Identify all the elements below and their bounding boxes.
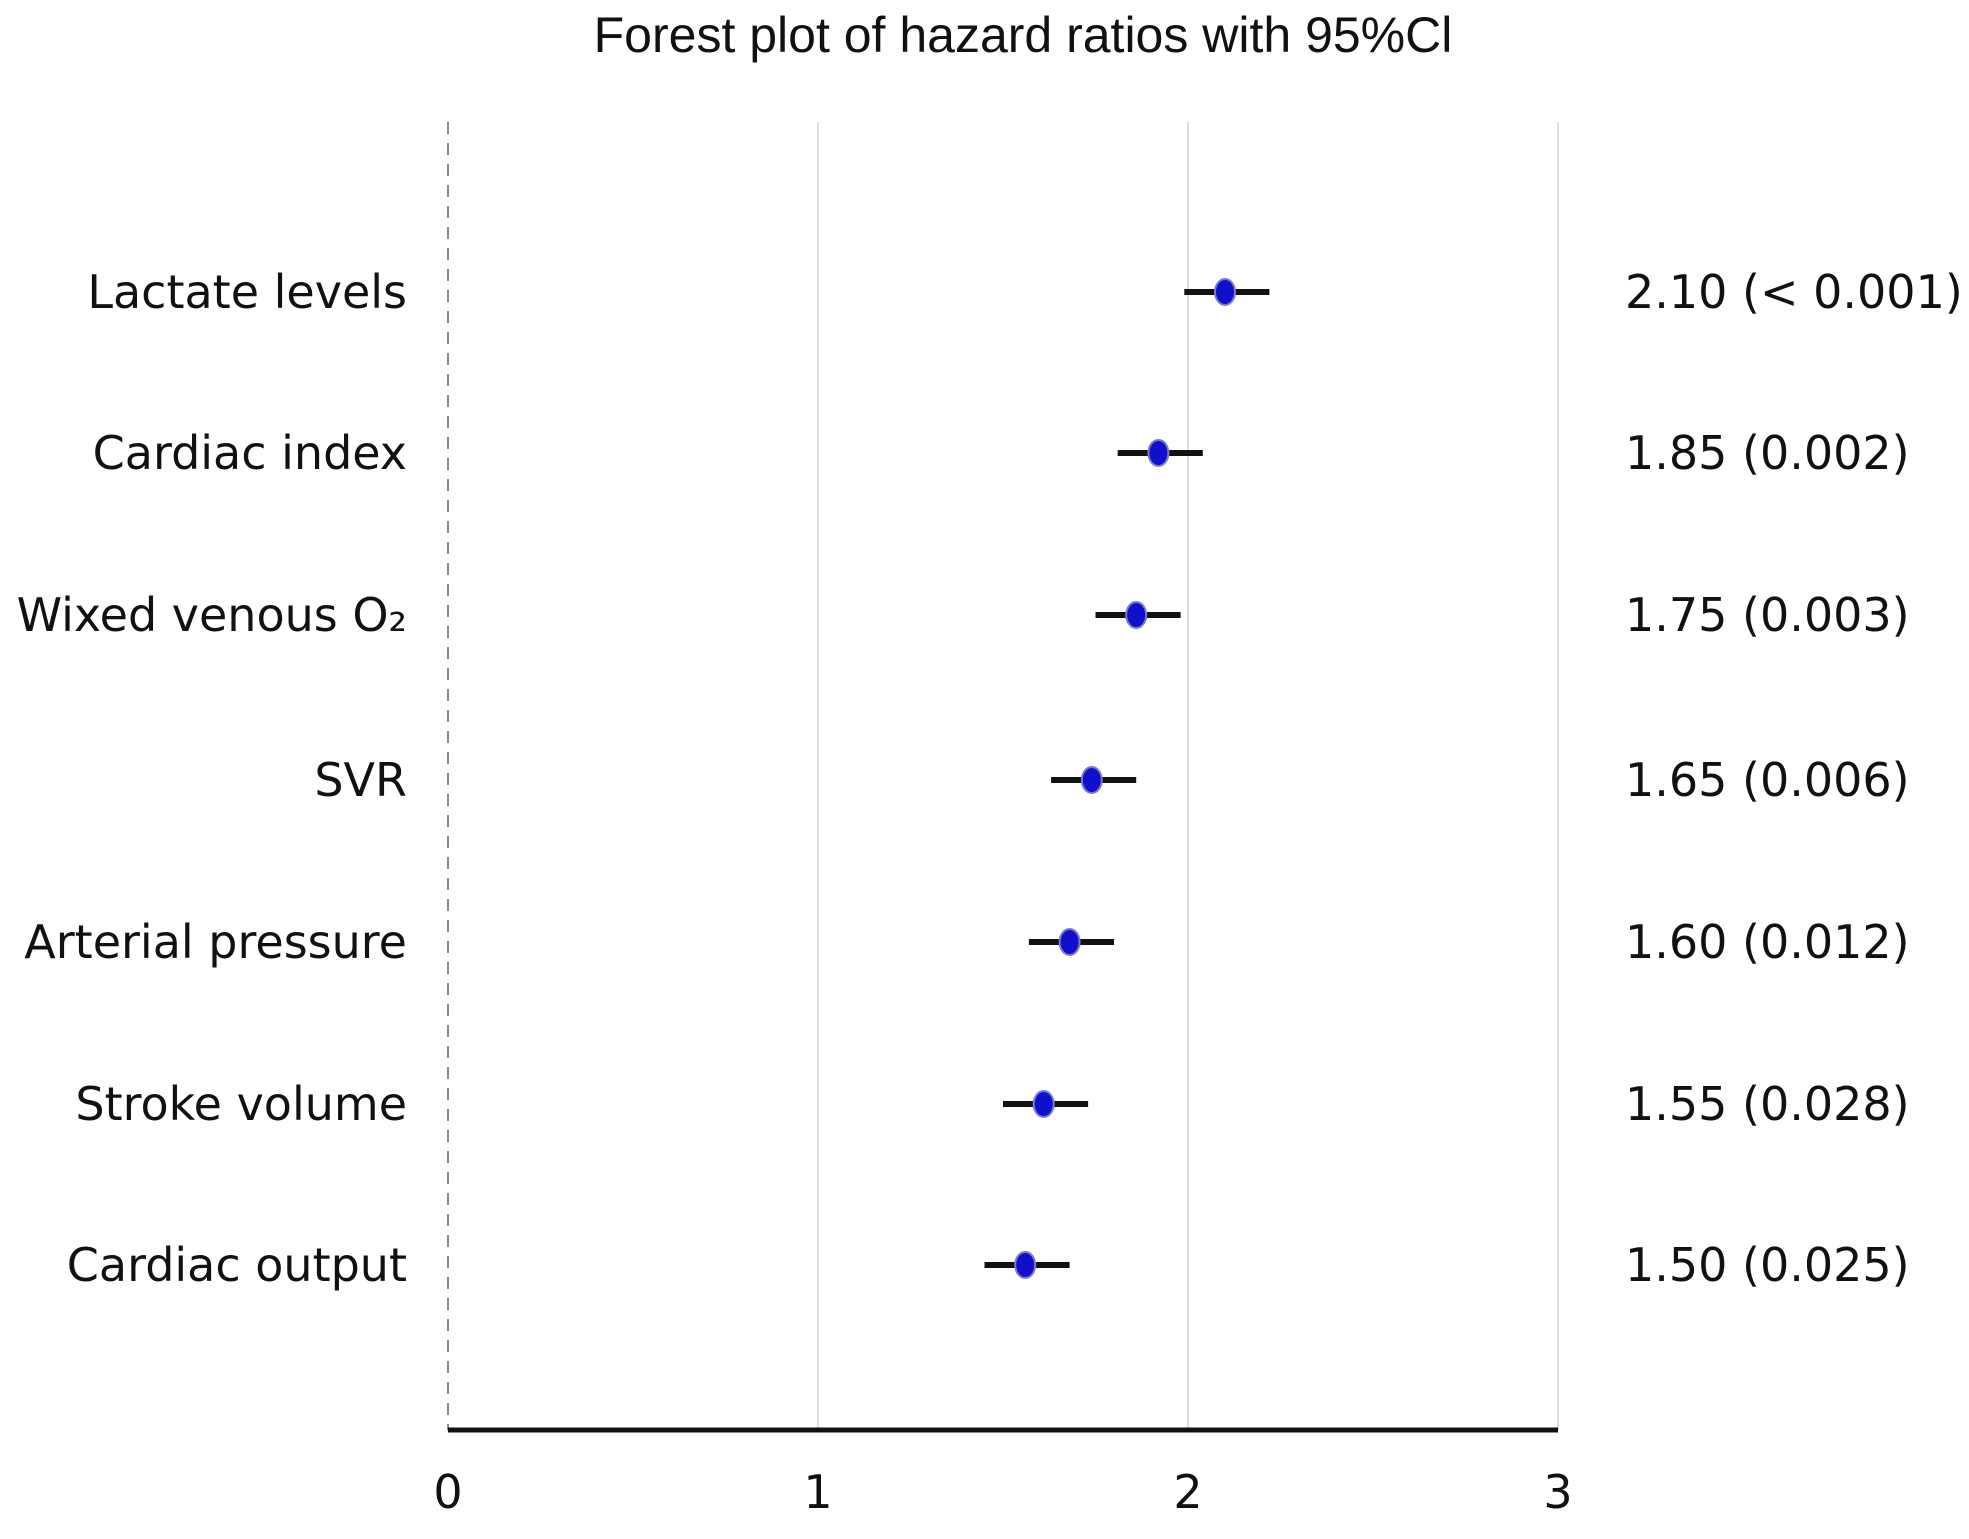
forest-row: Wixed venous O₂ 1.75 (0.003) bbox=[17, 588, 1910, 642]
x-tick-label: 3 bbox=[1543, 1465, 1572, 1519]
hr-annotation: 1.60 (0.012) bbox=[1625, 915, 1910, 969]
hr-annotation: 1.50 (0.025) bbox=[1625, 1238, 1910, 1292]
row-label: Stroke volume bbox=[75, 1077, 407, 1131]
point-estimate bbox=[1014, 1251, 1037, 1279]
forest-row: Lactate levels 2.10 (< 0.001) bbox=[87, 265, 1962, 319]
hr-annotation: 1.85 (0.002) bbox=[1625, 426, 1910, 480]
forest-row: SVR 1.65 (0.006) bbox=[314, 753, 1909, 807]
point-estimate bbox=[1125, 601, 1148, 629]
hr-annotation: 1.55 (0.028) bbox=[1625, 1077, 1910, 1131]
row-label: Arterial pressure bbox=[24, 915, 407, 969]
x-tick-label: 0 bbox=[433, 1465, 462, 1519]
point-estimate bbox=[1147, 439, 1170, 467]
x-tick-label: 2 bbox=[1173, 1465, 1202, 1519]
point-estimate bbox=[1032, 1090, 1055, 1118]
hr-annotation: 1.65 (0.006) bbox=[1625, 753, 1910, 807]
point-estimate bbox=[1058, 928, 1081, 956]
forest-row: Arterial pressure 1.60 (0.012) bbox=[24, 915, 1909, 969]
row-label: Lactate levels bbox=[87, 265, 407, 319]
forest-row: Cardiac output 1.50 (0.025) bbox=[67, 1238, 1910, 1292]
point-estimate bbox=[1080, 766, 1103, 794]
forest-rows: Lactate levels 2.10 (< 0.001) Cardiac inde… bbox=[17, 265, 1963, 1292]
row-label: Cardiac index bbox=[93, 426, 407, 480]
x-axis: 0 1 2 3 bbox=[433, 1427, 1573, 1519]
hr-annotation: 1.75 (0.003) bbox=[1625, 588, 1910, 642]
row-label: SVR bbox=[314, 753, 407, 807]
forest-row: Cardiac index 1.85 (0.002) bbox=[93, 426, 1910, 480]
point-estimate bbox=[1214, 278, 1236, 306]
row-label: Wixed venous O₂ bbox=[17, 588, 407, 642]
chart-title: Forest plot of hazard ratios with 95%Cl bbox=[594, 7, 1453, 63]
forest-row: Stroke volume 1.55 (0.028) bbox=[75, 1077, 1909, 1131]
grid-lines bbox=[447, 122, 1559, 1430]
x-tick-label: 1 bbox=[803, 1465, 832, 1519]
row-label: Cardiac output bbox=[67, 1238, 407, 1292]
hr-annotation: 2.10 (< 0.001) bbox=[1625, 265, 1963, 319]
